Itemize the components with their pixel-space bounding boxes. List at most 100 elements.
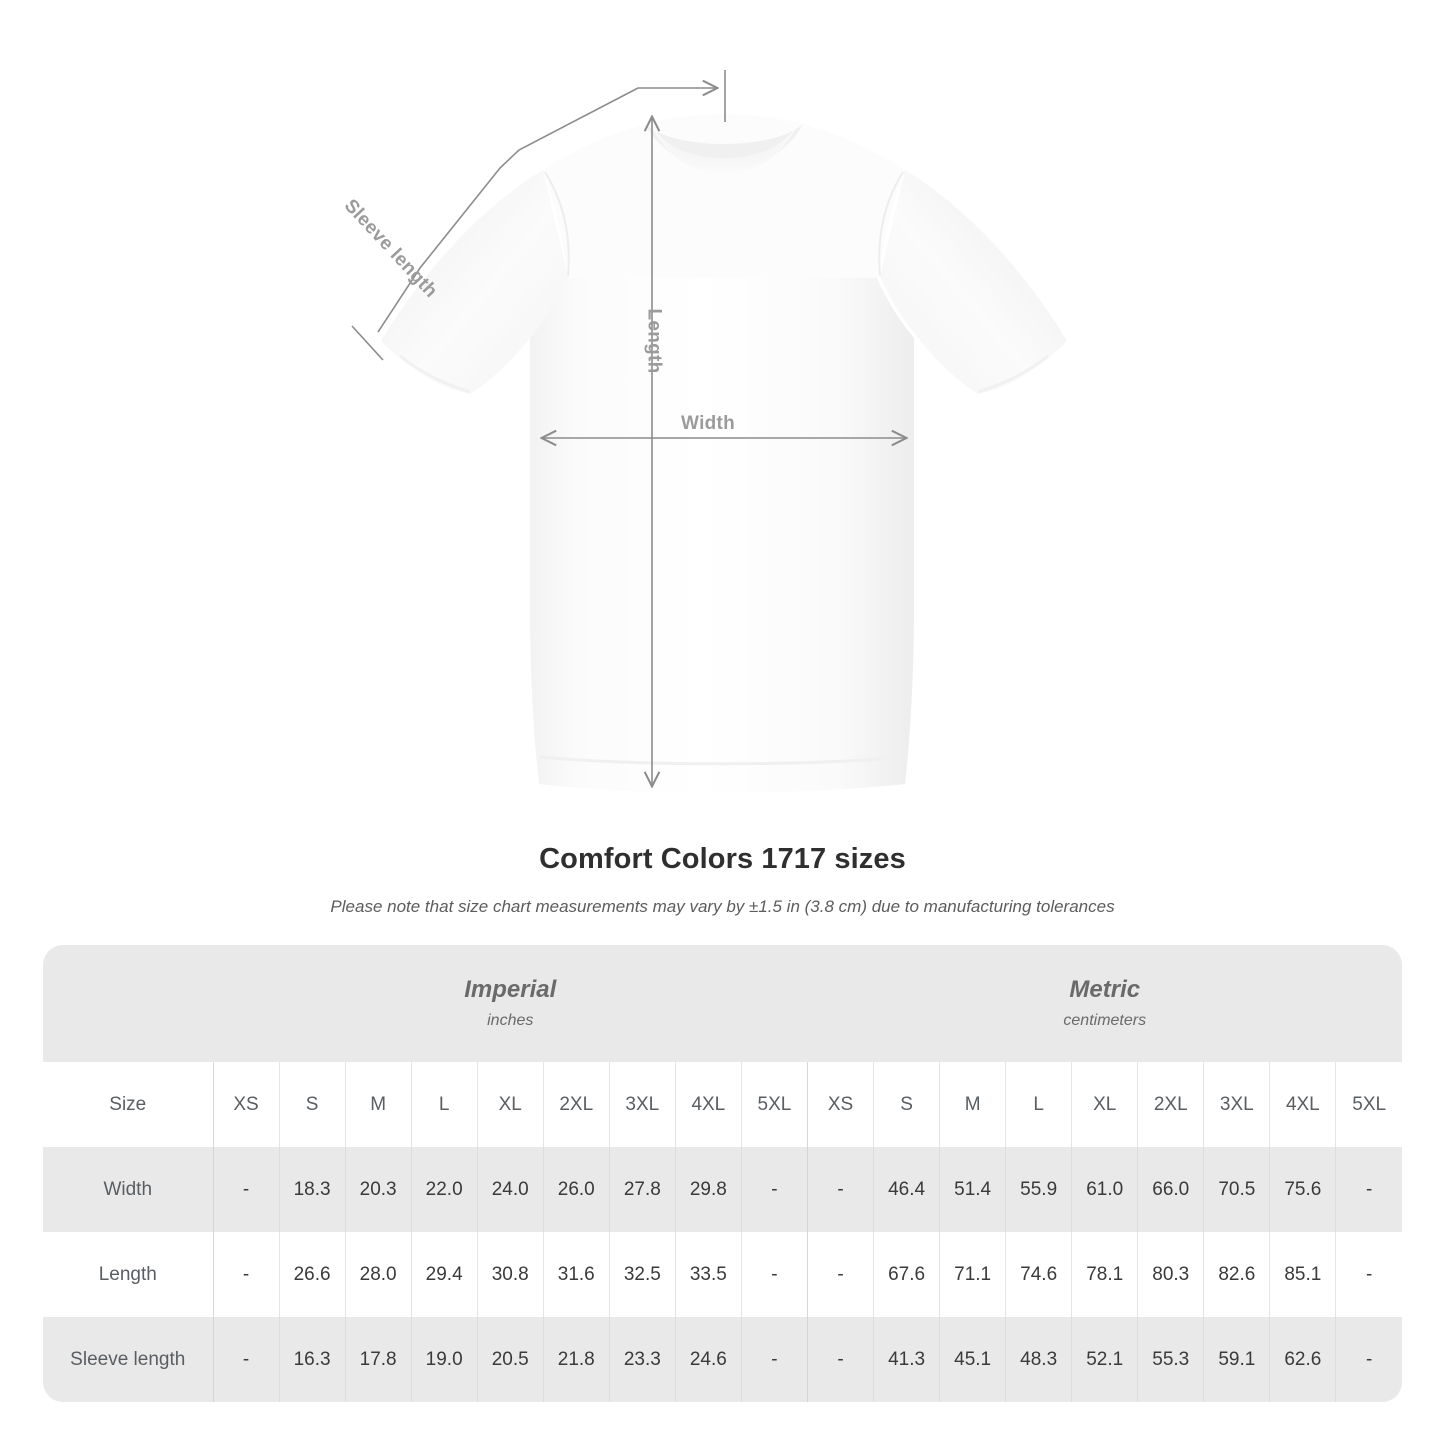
size-chart-table-wrap: Imperial inches Metric centimeters Size XS S M L…	[43, 945, 1402, 1402]
length-label: Length	[643, 308, 665, 374]
cell-sleeve-length-S-cm: 41.3	[873, 1317, 940, 1402]
sleeve-length-arrow	[377, 88, 716, 333]
cell-width-XS-in: -	[212, 1147, 280, 1232]
cell-width-L-in: 22.0	[410, 1147, 478, 1232]
cell-length-2XL-cm: 80.3	[1137, 1232, 1204, 1317]
cell-length-4XL-in: 33.5	[674, 1232, 742, 1317]
size-header-2xl-metric: 2XL	[1137, 1062, 1204, 1147]
size-header-m-imperial: M	[344, 1062, 412, 1147]
size-header-3xl-metric: 3XL	[1203, 1062, 1270, 1147]
cell-width-S-cm: 46.4	[873, 1147, 940, 1232]
unit-system-imperial: Imperial inches	[213, 945, 808, 1062]
cell-sleeve-length-L-cm: 48.3	[1005, 1317, 1072, 1402]
row-label-length: Length	[43, 1232, 213, 1317]
unit-system-name: Metric	[1069, 976, 1141, 1003]
cell-sleeve-length-3XL-cm: 59.1	[1203, 1317, 1270, 1402]
width-label: Width	[681, 413, 736, 434]
size-header-xs-metric: XS	[806, 1062, 874, 1147]
row-label-sleeve-length: Sleeve length	[43, 1317, 213, 1402]
shirt-body-shape	[381, 114, 1067, 794]
page-title: Comfort Colors 1717 sizes	[539, 843, 906, 875]
table-row: Width -18.3 20.3 22.0 24.0 26.0 27.8 29.8- -46.4…	[43, 1147, 1402, 1232]
size-header-s-imperial: S	[278, 1062, 346, 1147]
cell-width-4XL-cm: 75.6	[1269, 1147, 1336, 1232]
cell-width-M-cm: 51.4	[939, 1147, 1006, 1232]
sleeve-tick-bottom	[351, 325, 384, 361]
title-block: Comfort Colors 1717 sizes Please note th…	[0, 843, 1445, 917]
cell-sleeve-length-5XL-cm: -	[1335, 1317, 1402, 1402]
cell-length-L-in: 29.4	[410, 1232, 478, 1317]
cell-length-M-in: 28.0	[344, 1232, 412, 1317]
size-column-header: Size	[43, 1062, 213, 1147]
size-header-4xl-imperial: 4XL	[674, 1062, 742, 1147]
tshirt-diagram: Sleeve length Length Width	[340, 70, 1067, 794]
size-header-2xl-imperial: 2XL	[542, 1062, 610, 1147]
cell-length-3XL-cm: 82.6	[1203, 1232, 1270, 1317]
size-header-xl-metric: XL	[1071, 1062, 1138, 1147]
cell-sleeve-length-2XL-in: 21.8	[542, 1317, 610, 1402]
cell-sleeve-length-XL-cm: 52.1	[1071, 1317, 1138, 1402]
table-row: Sleeve length -16.3 17.8 19.0 20.5 21.8 23.3 24…	[43, 1317, 1402, 1402]
tshirt-illustration	[351, 70, 1067, 794]
cell-length-4XL-cm: 85.1	[1269, 1232, 1336, 1317]
unit-system-unit: centimeters	[1063, 1012, 1147, 1030]
cell-sleeve-length-L-in: 19.0	[410, 1317, 478, 1402]
size-header-xl-imperial: XL	[476, 1062, 544, 1147]
unit-system-unit: inches	[487, 1012, 534, 1030]
cell-length-3XL-in: 32.5	[608, 1232, 676, 1317]
size-header-3xl-imperial: 3XL	[608, 1062, 676, 1147]
size-header-row: Size XS S M L XL 2XL 3XL 4XL 5XL XS S M L XL 2XL 3XL 4XL 5…	[43, 1062, 1402, 1147]
cell-width-2XL-in: 26.0	[542, 1147, 610, 1232]
cell-sleeve-length-XS-in: -	[212, 1317, 280, 1402]
size-header-m-metric: M	[939, 1062, 1006, 1147]
cell-sleeve-length-4XL-in: 24.6	[674, 1317, 742, 1402]
cell-width-L-cm: 55.9	[1005, 1147, 1072, 1232]
cell-sleeve-length-3XL-in: 23.3	[608, 1317, 676, 1402]
size-header-s-metric: S	[873, 1062, 940, 1147]
cell-length-XL-cm: 78.1	[1071, 1232, 1138, 1317]
cell-width-4XL-in: 29.8	[674, 1147, 742, 1232]
cell-length-S-cm: 67.6	[873, 1232, 940, 1317]
cell-sleeve-length-S-in: 16.3	[278, 1317, 346, 1402]
cell-width-S-in: 18.3	[278, 1147, 346, 1232]
cell-length-XS-cm: -	[806, 1232, 874, 1317]
unit-system-metric: Metric centimeters	[807, 945, 1402, 1062]
cell-length-5XL-cm: -	[1335, 1232, 1402, 1317]
size-header-l-imperial: L	[410, 1062, 478, 1147]
cell-width-2XL-cm: 66.0	[1137, 1147, 1204, 1232]
cell-width-3XL-in: 27.8	[608, 1147, 676, 1232]
cell-sleeve-length-2XL-cm: 55.3	[1137, 1317, 1204, 1402]
size-header-l-metric: L	[1005, 1062, 1072, 1147]
cell-width-M-in: 20.3	[344, 1147, 412, 1232]
cell-length-XL-in: 30.8	[476, 1232, 544, 1317]
cell-width-3XL-cm: 70.5	[1203, 1147, 1270, 1232]
cell-width-XS-cm: -	[806, 1147, 874, 1232]
cell-length-M-cm: 71.1	[939, 1232, 1006, 1317]
unit-system-band: Imperial inches Metric centimeters	[43, 945, 1402, 1062]
cell-width-XL-in: 24.0	[476, 1147, 544, 1232]
cell-sleeve-length-XS-cm: -	[806, 1317, 874, 1402]
cell-width-5XL-cm: -	[1335, 1147, 1402, 1232]
cell-length-S-in: 26.6	[278, 1232, 346, 1317]
dimension-lines	[351, 70, 905, 785]
cell-sleeve-length-M-cm: 45.1	[939, 1317, 1006, 1402]
unit-system-name: Imperial	[464, 976, 557, 1003]
cell-length-L-cm: 74.6	[1005, 1232, 1072, 1317]
cell-width-XL-cm: 61.0	[1071, 1147, 1138, 1232]
cell-width-5XL-in: -	[740, 1147, 808, 1232]
size-header-xs-imperial: XS	[212, 1062, 280, 1147]
cell-length-XS-in: -	[212, 1232, 280, 1317]
row-label-width: Width	[43, 1147, 213, 1232]
cell-length-5XL-in: -	[740, 1232, 808, 1317]
size-header-5xl-metric: 5XL	[1335, 1062, 1402, 1147]
cell-sleeve-length-5XL-in: -	[740, 1317, 808, 1402]
size-chart-table: Imperial inches Metric centimeters Size XS S M L…	[43, 945, 1402, 1402]
unit-band-spacer	[43, 945, 213, 1062]
table-row: Length -26.6 28.0 29.4 30.8 31.6 32.5 33.5- -67.…	[43, 1232, 1402, 1317]
tolerance-note: Please note that size chart measurements…	[330, 897, 1115, 916]
cell-sleeve-length-4XL-cm: 62.6	[1269, 1317, 1336, 1402]
cell-sleeve-length-XL-in: 20.5	[476, 1317, 544, 1402]
cell-sleeve-length-M-in: 17.8	[344, 1317, 412, 1402]
cell-length-2XL-in: 31.6	[542, 1232, 610, 1317]
size-header-5xl-imperial: 5XL	[740, 1062, 808, 1147]
